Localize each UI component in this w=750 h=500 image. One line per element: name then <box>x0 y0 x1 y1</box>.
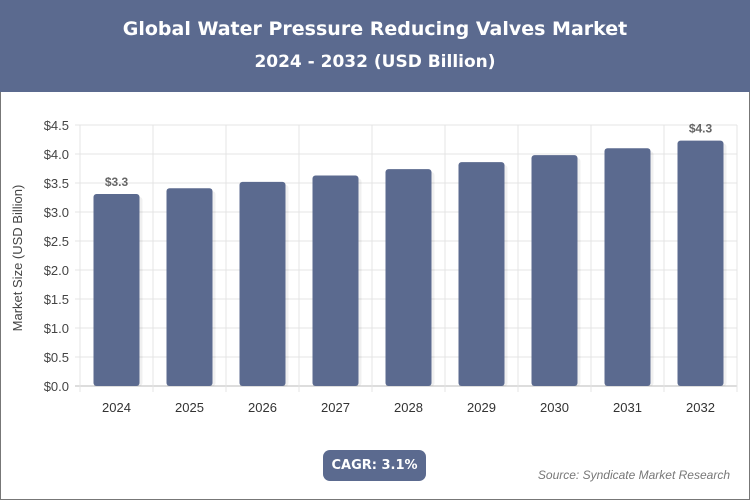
data-label: $3.3 <box>105 175 129 189</box>
x-tick-label: 2030 <box>540 400 569 415</box>
bar <box>677 140 724 386</box>
bar <box>166 188 213 386</box>
x-tick-label: 2028 <box>394 400 423 415</box>
chart-header: Global Water Pressure Reducing Valves Ma… <box>0 0 750 92</box>
bar <box>312 175 359 386</box>
x-tick-label: 2029 <box>467 400 496 415</box>
y-axis-label: Market Size (USD Billion) <box>10 185 25 332</box>
y-tick-label: $3.5 <box>44 176 69 191</box>
y-tick-label: $0.0 <box>44 379 69 394</box>
x-tick-label: 2025 <box>175 400 204 415</box>
bar-chart: Market Size (USD Billion) $0.0 $0.5 $1.0 $1… <box>10 118 738 415</box>
y-tick-label: $2.0 <box>44 263 69 278</box>
y-tick-label: $2.5 <box>44 234 69 249</box>
y-tick-label: $3.0 <box>44 205 69 220</box>
x-tick-label: 2031 <box>613 400 642 415</box>
y-tick-label: $0.5 <box>44 350 69 365</box>
x-tick-label: 2024 <box>102 400 131 415</box>
source-note: Source: Syndicate Market Research <box>537 468 730 482</box>
x-tick-label: 2032 <box>686 400 715 415</box>
y-tick-label: $4.0 <box>44 147 69 162</box>
bar <box>239 181 286 386</box>
x-tick-label: 2026 <box>248 400 277 415</box>
bar <box>458 162 505 386</box>
chart-subtitle: 2024 - 2032 (USD Billion) <box>254 52 496 72</box>
y-tick-label: $4.5 <box>44 118 69 133</box>
cagr-badge: CAGR: 3.1% <box>323 450 426 481</box>
y-tick-label: $1.5 <box>44 292 69 307</box>
bar <box>93 194 140 386</box>
x-tick-label: 2027 <box>321 400 350 415</box>
bar <box>385 169 432 386</box>
data-label: $4.3 <box>689 122 713 136</box>
y-tick-label: $1.0 <box>44 321 69 336</box>
bar <box>604 148 651 386</box>
chart-title: Global Water Pressure Reducing Valves Ma… <box>122 18 628 40</box>
bar <box>531 155 578 386</box>
